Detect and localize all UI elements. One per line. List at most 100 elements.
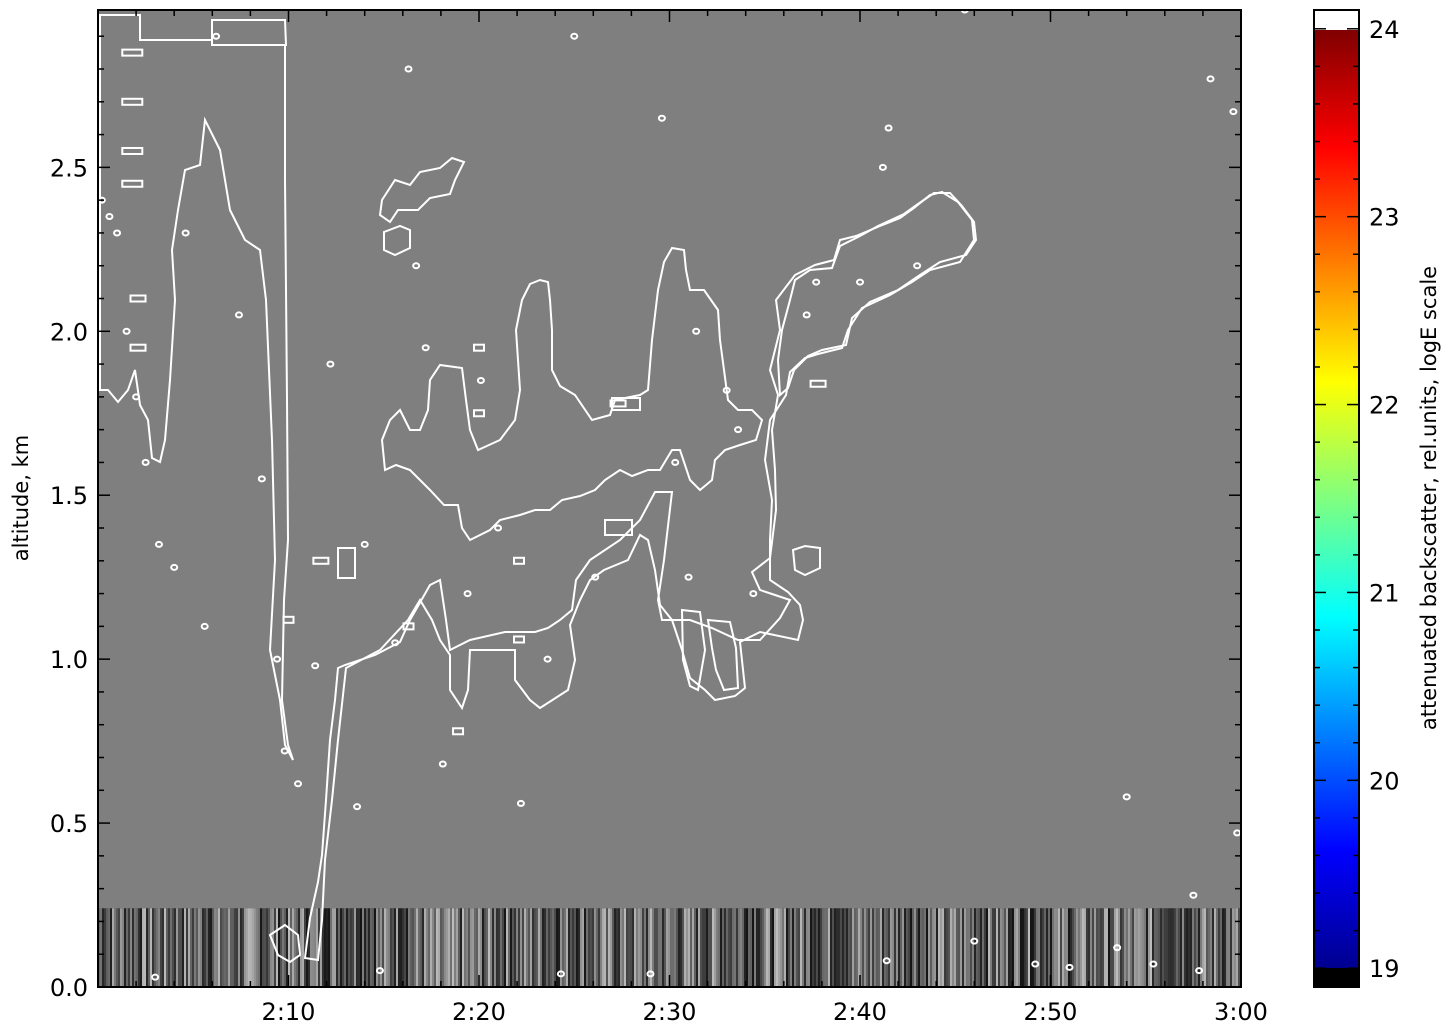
noise-streak xyxy=(1104,908,1106,987)
noise-streak xyxy=(1208,908,1210,987)
contour-speck xyxy=(181,229,190,237)
noise-streak xyxy=(182,908,184,987)
contour-speck xyxy=(591,573,600,581)
noise-streak xyxy=(960,908,962,987)
noise-streak xyxy=(422,908,424,987)
noise-streak xyxy=(1212,908,1214,987)
noise-streak xyxy=(490,908,492,987)
noise-streak xyxy=(988,908,990,987)
noise-streak xyxy=(830,908,832,987)
noise-streak xyxy=(646,908,648,987)
noise-streak xyxy=(656,908,658,987)
noise-streak xyxy=(932,908,934,987)
noise-streak xyxy=(1134,908,1136,987)
noise-streak xyxy=(558,908,560,987)
noise-streak xyxy=(246,908,248,987)
noise-streak xyxy=(204,908,206,987)
noise-streak xyxy=(566,908,568,987)
noise-streak xyxy=(1222,908,1224,987)
noise-streak xyxy=(496,908,498,987)
noise-streak xyxy=(1136,908,1138,987)
noise-streak xyxy=(946,908,948,987)
noise-streak xyxy=(580,908,582,987)
noise-streak xyxy=(166,908,168,987)
noise-streak xyxy=(262,908,264,987)
noise-streak xyxy=(846,908,848,987)
noise-streak xyxy=(648,908,650,987)
noise-streak xyxy=(472,908,474,987)
noise-streak xyxy=(180,908,182,987)
noise-streak xyxy=(376,908,378,987)
contour-speck xyxy=(734,426,743,434)
noise-streak xyxy=(1112,908,1114,987)
noise-streak xyxy=(720,908,722,987)
noise-streak xyxy=(710,908,712,987)
noise-streak xyxy=(160,908,162,987)
noise-streak xyxy=(692,908,694,987)
noise-streak xyxy=(1150,908,1152,987)
noise-streak xyxy=(940,908,942,987)
noise-streak xyxy=(342,908,344,987)
noise-streak xyxy=(1142,908,1144,987)
contour-speck xyxy=(353,803,362,811)
noise-streak xyxy=(112,908,114,987)
noise-streak xyxy=(772,908,774,987)
noise-streak xyxy=(1174,908,1176,987)
noise-streak xyxy=(738,908,740,987)
noise-streak xyxy=(1154,908,1156,987)
noise-streak xyxy=(1002,908,1004,987)
noise-streak xyxy=(172,908,174,987)
noise-streak xyxy=(964,908,966,987)
near-surface-noise-band xyxy=(98,908,1241,987)
noise-streak xyxy=(682,908,684,987)
noise-streak xyxy=(694,908,696,987)
noise-streak xyxy=(852,908,854,987)
noise-streak xyxy=(162,908,164,987)
noise-streak xyxy=(130,908,132,987)
noise-streak xyxy=(658,908,660,987)
noise-streak xyxy=(138,908,140,987)
noise-streak xyxy=(126,908,128,987)
noise-streak xyxy=(684,908,686,987)
noise-streak xyxy=(688,908,690,987)
contour-speck xyxy=(294,780,303,788)
noise-streak xyxy=(938,908,940,987)
noise-streak xyxy=(226,908,228,987)
noise-streak xyxy=(602,908,604,987)
noise-streak xyxy=(1138,908,1140,987)
y-tick-label: 1.5 xyxy=(50,482,88,510)
noise-streak xyxy=(800,908,802,987)
noise-streak xyxy=(814,908,816,987)
noise-streak xyxy=(446,908,448,987)
noise-streak xyxy=(1074,908,1076,987)
contour-cell xyxy=(121,146,144,155)
contour-central-upper xyxy=(380,246,764,542)
noise-streak xyxy=(1004,908,1006,987)
noise-streak xyxy=(634,908,636,987)
noise-streak xyxy=(1094,908,1096,987)
colorbar-frame xyxy=(1313,9,1360,988)
noise-streak xyxy=(748,908,750,987)
noise-streak xyxy=(240,908,242,987)
noise-streak xyxy=(822,908,824,987)
noise-streak xyxy=(288,908,290,987)
noise-streak xyxy=(764,908,766,987)
noise-streak xyxy=(230,908,232,987)
noise-streak xyxy=(1044,908,1046,987)
noise-streak xyxy=(468,908,470,987)
noise-streak xyxy=(922,908,924,987)
noise-streak xyxy=(1196,908,1198,987)
noise-streak xyxy=(664,908,666,987)
noise-streak xyxy=(572,908,574,987)
noise-streak xyxy=(1086,908,1088,987)
noise-streak xyxy=(1204,908,1206,987)
noise-streak xyxy=(816,908,818,987)
noise-streak xyxy=(732,908,734,987)
noise-streak xyxy=(902,908,904,987)
noise-streak xyxy=(992,908,994,987)
noise-streak xyxy=(1024,908,1026,987)
noise-streak xyxy=(258,908,260,987)
contour-speck xyxy=(856,278,864,286)
noise-streak xyxy=(314,908,316,987)
noise-streak xyxy=(170,908,172,987)
